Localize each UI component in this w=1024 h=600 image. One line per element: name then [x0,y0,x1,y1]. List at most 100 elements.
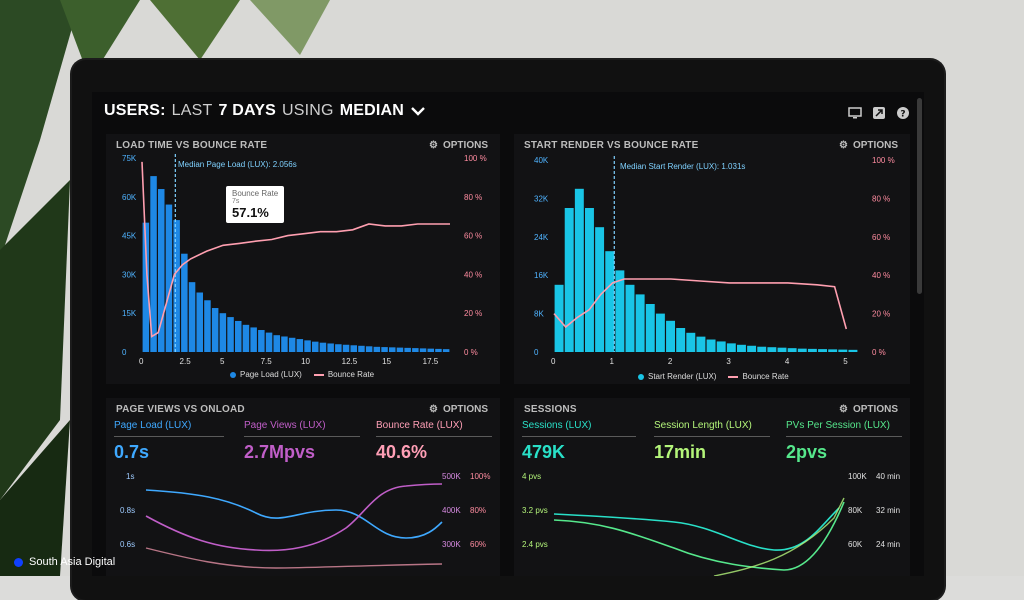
median-label: Median Start Render (LUX): 1.031s [620,162,746,171]
bar [389,347,396,352]
bar [242,324,250,352]
bar [828,349,838,352]
x-tick: 3 [726,357,731,366]
bar [227,317,234,352]
bar [716,341,726,352]
bar [767,347,777,352]
bar [396,347,404,352]
options-button[interactable]: ⚙ OPTIONS [839,404,898,415]
bar [165,204,173,352]
kpi-label-bounce-rate: Bounce Rate (LUX) [376,420,463,431]
bar [666,320,675,352]
bar [342,344,350,352]
legend-label: Bounce Rate [327,370,375,379]
bar [319,342,327,352]
bar [585,208,594,352]
y-tick: 60% [470,540,487,549]
bar [265,332,273,352]
x-tick: 0 [139,357,144,366]
session-length-line [713,497,845,576]
y-tick-right: 60 % [464,232,482,241]
brand-dot-icon [14,557,23,567]
pvs-line [553,501,845,571]
y-tick-left: 75K [122,154,137,163]
options-button[interactable]: ⚙ OPTIONS [429,404,488,415]
chevron-down-icon[interactable] [410,106,426,116]
x-tick: 5 [843,357,848,366]
y-tick-right: 100 % [464,154,487,163]
sessions-line-chart [553,497,845,576]
bar [787,348,797,352]
x-tick: 12.5 [342,357,358,366]
options-button[interactable]: ⚙ OPTIONS [839,140,898,151]
bar [635,294,645,352]
page-views-line [145,483,443,552]
x-tick: 1 [609,357,614,366]
bar [595,227,605,352]
kpi-value-page-views: 2.7Mpvs [244,442,316,462]
legend-label: Page Load (LUX) [240,370,302,379]
bar [211,308,219,352]
y-tick-right: 40 % [872,271,890,280]
legend-swatch-bounce [728,375,739,378]
y-tick: 500K [442,472,461,481]
options-button[interactable]: ⚙ OPTIONS [429,140,488,151]
y-tick-right: 20 % [464,309,482,318]
title-part: MEDIAN [339,102,404,119]
x-tick: 2.5 [180,357,192,366]
start-render-vs-bounce-panel: START RENDER VS BOUNCE RATE ⚙ OPTIONS 40K… [514,134,910,384]
y-tick: 80% [470,506,487,515]
bar [777,347,787,352]
x-tick: 4 [785,357,790,366]
y-tick-right: 60 % [872,233,890,242]
kpi-label-sessions: Sessions (LUX) [522,420,592,431]
page-load-line [145,489,443,539]
y-tick: 3.2 pvs [522,506,548,515]
bar [564,208,574,352]
bar [204,300,211,352]
kpi-underline [522,436,636,437]
y-tick: 100% [470,472,491,481]
share-icon[interactable] [872,106,886,120]
bar [350,345,357,352]
y-tick-right: 80 % [464,193,482,202]
bar [427,348,434,352]
bar [365,346,373,352]
kpi-value-page-load: 0.7s [114,442,150,462]
tooltip-value: 57.1% [232,205,269,220]
y-tick-left: 60K [122,193,137,202]
bar [381,347,388,352]
bounce-rate-line [145,547,443,569]
bar [288,337,296,352]
title-part: LAST [171,102,213,119]
bar [281,336,288,352]
legend-swatch-bounce [313,373,324,376]
bar [706,339,716,352]
scrollbar[interactable] [917,98,922,294]
median-label: Median Page Load (LUX): 2.056s [178,160,297,169]
bar [419,348,427,352]
help-icon[interactable]: ? [896,106,910,120]
y-tick: 60K [848,540,863,549]
bar [296,339,304,352]
bar [655,313,665,352]
x-tick: 0 [551,357,556,366]
monitor-icon[interactable] [848,106,862,120]
svg-text:?: ? [900,110,905,120]
sessions-line [553,507,840,551]
dashboard-title[interactable]: USERS: LAST 7 DAYS USING MEDIAN [104,102,426,120]
legend-label: Bounce Rate [742,372,789,381]
bar [435,348,442,352]
legend-label: Start Render (LUX) [648,372,717,381]
y-tick: 80K [848,506,863,515]
watermark-text: South Asia Digital [29,556,116,568]
title-part: USING [282,102,334,119]
chart-legend: Page Load (LUX) Bounce Rate [230,370,374,379]
bar [327,343,334,352]
bar [404,347,411,352]
panel-title: PAGE VIEWS VS ONLOAD [116,404,245,415]
chart-legend: Start Render (LUX) Bounce Rate [638,372,789,381]
bar [358,345,365,352]
y-tick: 0.6s [120,540,136,549]
y-tick-right: 80 % [872,194,890,203]
